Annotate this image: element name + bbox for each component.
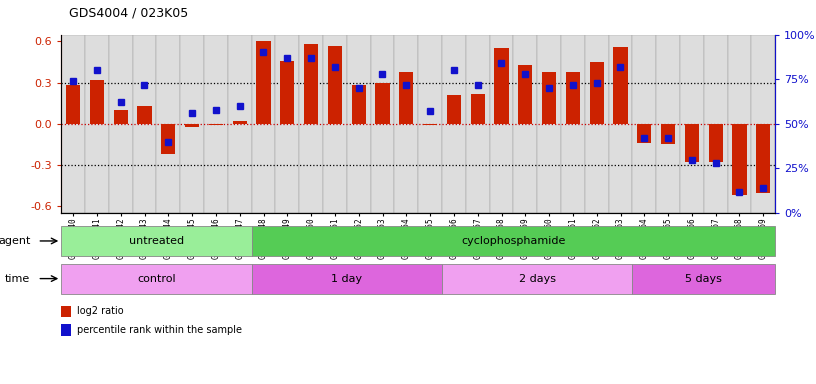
Bar [304,44,318,124]
Bar [228,35,251,213]
Bar [632,263,775,294]
Bar [561,35,585,213]
Bar [251,226,775,256]
Bar [61,324,71,336]
Text: log2 ratio: log2 ratio [77,306,123,316]
Bar [399,72,414,124]
Bar [352,85,366,124]
Bar [157,35,180,213]
Bar [703,35,728,213]
Bar [375,83,389,124]
Bar [471,94,485,124]
Bar [680,35,703,213]
Bar [442,263,632,294]
Bar [661,124,675,144]
Bar [585,35,609,213]
Bar [565,72,580,124]
Bar [732,124,747,195]
Bar [180,35,204,213]
Text: 1 day: 1 day [331,273,362,284]
Text: time: time [5,273,30,284]
Bar [542,72,557,124]
Bar [61,226,251,256]
Bar [708,124,723,162]
Bar [632,35,656,213]
Bar [251,35,275,213]
Bar [490,35,513,213]
Bar [494,48,508,124]
Bar [685,124,699,162]
Bar [418,35,442,213]
Bar [656,35,680,213]
Bar [518,65,532,124]
Bar [446,95,461,124]
Bar [61,35,85,213]
Text: GDS4004 / 023K05: GDS4004 / 023K05 [69,6,188,19]
Bar [513,35,537,213]
Text: control: control [137,273,175,284]
Bar [589,62,604,124]
Bar [752,35,775,213]
Bar [185,124,199,127]
Bar [256,41,271,124]
Bar [132,35,157,213]
Text: 5 days: 5 days [685,273,722,284]
Bar [204,35,228,213]
Bar [280,61,295,124]
Bar [614,47,628,124]
Bar [61,306,71,317]
Bar [637,124,651,143]
Bar [323,35,347,213]
Bar [423,124,437,125]
Text: percentile rank within the sample: percentile rank within the sample [77,325,242,335]
Bar [370,35,394,213]
Bar [347,35,370,213]
Bar [251,263,442,294]
Bar [137,106,152,124]
Bar [299,35,323,213]
Bar [537,35,561,213]
Bar [85,35,109,213]
Bar [66,85,80,124]
Bar [90,80,104,124]
Bar [233,121,246,124]
Text: cyclophosphamide: cyclophosphamide [461,236,565,246]
Bar [328,46,342,124]
Text: 2 days: 2 days [519,273,556,284]
Bar [109,35,132,213]
Bar [61,263,251,294]
Bar [442,35,466,213]
Bar [394,35,418,213]
Text: untreated: untreated [129,236,184,246]
Bar [756,124,770,192]
Bar [609,35,632,213]
Bar [209,124,223,125]
Bar [113,110,128,124]
Bar [161,124,175,154]
Bar [466,35,490,213]
Bar [728,35,752,213]
Text: agent: agent [0,236,30,246]
Bar [275,35,299,213]
